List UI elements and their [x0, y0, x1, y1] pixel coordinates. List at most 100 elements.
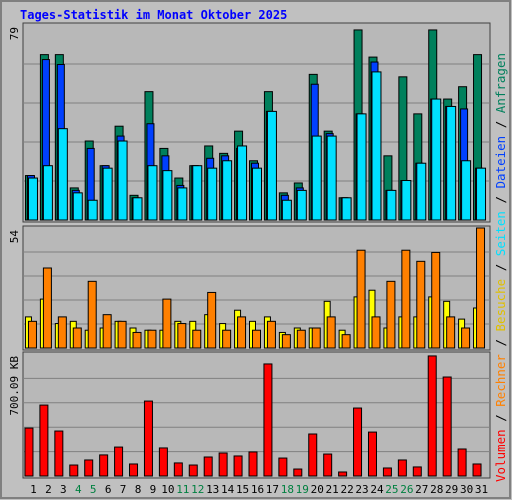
bar [233, 455, 243, 477]
bar [431, 251, 441, 349]
x-tick-label: 30 [460, 483, 473, 496]
bar [27, 177, 38, 221]
bar [296, 189, 307, 221]
bar [27, 320, 37, 349]
legend-entry: Besuche [493, 279, 508, 332]
x-tick-label: 22 [340, 483, 353, 496]
x-tick-label: 13 [206, 483, 219, 496]
bar [371, 316, 381, 349]
bar [476, 167, 487, 221]
bar [248, 451, 258, 477]
y-tick-label: 79 [8, 27, 21, 40]
x-tick-label: 23 [355, 483, 368, 496]
bar [311, 327, 321, 349]
bar [192, 165, 203, 221]
bar [72, 327, 82, 349]
bar [132, 197, 143, 221]
x-tick-label: 6 [105, 483, 112, 496]
bar [397, 459, 407, 477]
legend-entry: Seiten [493, 211, 508, 256]
bar [129, 463, 139, 477]
y-tick-label: 54 [8, 230, 21, 244]
bar [416, 260, 426, 349]
x-tick-label: 17 [266, 483, 279, 496]
bar [102, 167, 113, 221]
bar [416, 162, 427, 221]
bar [367, 431, 377, 477]
bar [442, 376, 452, 477]
x-tick-label: 5 [90, 483, 97, 496]
bar [162, 170, 173, 221]
legend-separator: / [493, 407, 508, 430]
bar [173, 462, 183, 477]
bar [311, 135, 322, 221]
bar [293, 468, 303, 477]
bar [326, 316, 336, 349]
bar [281, 199, 292, 221]
bar [87, 280, 97, 349]
bar [341, 197, 352, 221]
bar [281, 334, 291, 349]
bar [188, 464, 198, 477]
x-tick-label: 29 [445, 483, 458, 496]
bar [401, 249, 411, 349]
bar [87, 199, 98, 221]
x-tick-label: 1 [30, 483, 37, 496]
chart-title: Tages-Statistik im Monat Oktober 2025 [20, 8, 287, 22]
bar [263, 363, 273, 477]
x-tick-label: 11 [176, 483, 189, 496]
bar [401, 180, 412, 221]
bar [84, 459, 94, 477]
y-tick-label: 700.09 KB [8, 356, 21, 416]
x-tick-label: 14 [221, 483, 235, 496]
x-tick-label: 10 [161, 483, 174, 496]
legend-entry: Anfragen [493, 53, 508, 113]
x-tick-label: 27 [415, 483, 428, 496]
x-tick-label: 12 [191, 483, 204, 496]
bar [386, 189, 397, 221]
bar [114, 446, 124, 477]
bar [412, 466, 422, 477]
bar [207, 167, 218, 221]
bar [356, 249, 366, 349]
bar [158, 447, 168, 477]
bar [162, 298, 172, 349]
bar [69, 464, 79, 477]
bar [338, 471, 348, 477]
bar [218, 452, 228, 477]
bar [99, 454, 109, 477]
x-tick-label: 15 [236, 483, 249, 496]
bar [353, 407, 363, 477]
bar [431, 98, 442, 221]
bar [386, 280, 396, 349]
bar [147, 165, 158, 221]
x-tick-label: 16 [251, 483, 264, 496]
bar [457, 448, 467, 477]
bar [371, 71, 382, 221]
x-tick-label: 20 [311, 483, 324, 496]
legend-separator: / [493, 256, 508, 279]
bar [278, 457, 288, 477]
legend-entry: Rechner [493, 354, 508, 407]
x-tick-label: 9 [150, 483, 157, 496]
bar [147, 329, 157, 349]
legend-separator: / [493, 188, 508, 211]
bar [132, 331, 142, 349]
bar [341, 334, 351, 349]
legend-entry: Volumen [493, 429, 508, 482]
bar [57, 316, 67, 349]
bar [102, 314, 112, 349]
bar [177, 323, 187, 349]
bar [266, 320, 276, 349]
bar [54, 430, 64, 477]
bar [143, 400, 153, 477]
bar [252, 329, 261, 349]
x-tick-label: 19 [296, 483, 309, 496]
x-tick-label: 3 [60, 483, 67, 496]
bar [222, 329, 232, 349]
bar [42, 165, 53, 221]
bar [207, 291, 217, 349]
x-tick-label: 4 [75, 483, 82, 496]
legend-entry: Dateien [493, 136, 508, 189]
